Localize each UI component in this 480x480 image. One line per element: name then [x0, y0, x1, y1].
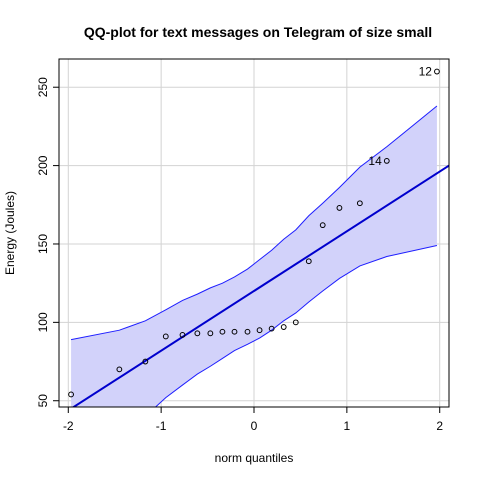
- point-label-14: 14: [368, 154, 382, 168]
- x-axis-label: norm quantiles: [215, 451, 294, 465]
- data-point-12: [281, 325, 286, 330]
- x-tick-label-1: -1: [156, 419, 167, 433]
- y-tick-label-3: 200: [36, 155, 50, 175]
- y-axis: 50 100 150 200 250: [36, 77, 59, 408]
- y-tick-label-0: 50: [36, 394, 50, 408]
- x-tick-label-2: 0: [251, 419, 258, 433]
- data-point-19: [435, 69, 440, 74]
- x-axis: -2 -1 0 1 2: [63, 407, 443, 433]
- x-tick-label-0: -2: [63, 419, 74, 433]
- chart-title: QQ-plot for text messages on Telegram of…: [84, 24, 432, 40]
- x-tick-label-4: 2: [436, 419, 443, 433]
- y-axis-label: Energy (Joules): [3, 191, 17, 275]
- point-label-12: 12: [419, 65, 433, 79]
- y-tick-label-1: 100: [36, 312, 50, 332]
- y-tick-label-4: 250: [36, 77, 50, 97]
- x-tick-label-3: 1: [344, 419, 351, 433]
- y-tick-label-2: 150: [36, 234, 50, 254]
